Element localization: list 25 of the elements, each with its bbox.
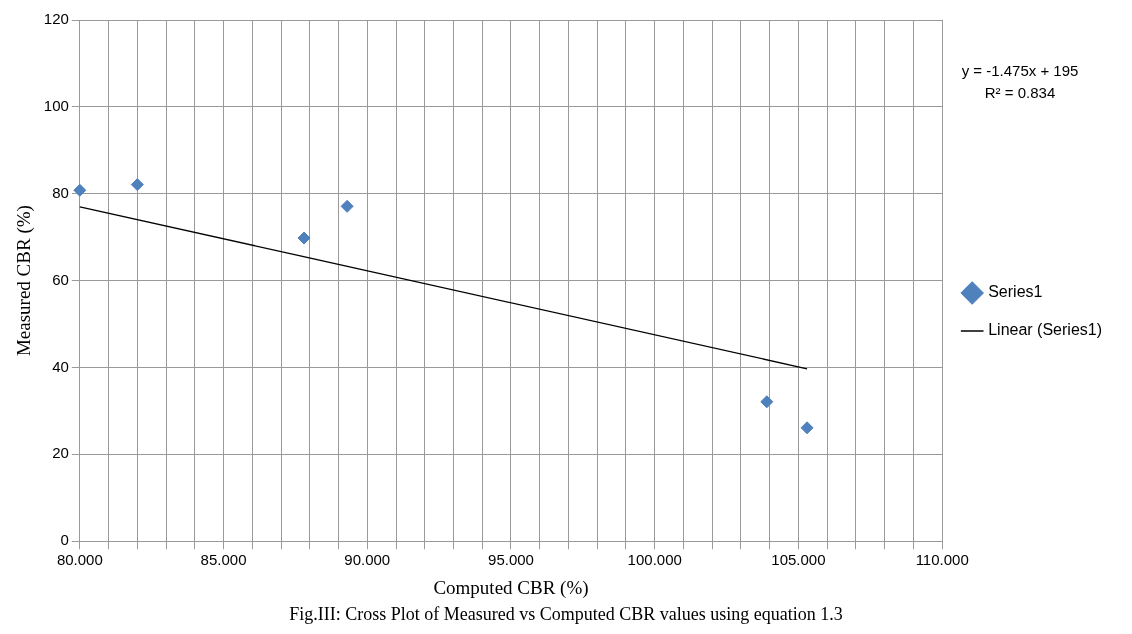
x-tick-label: 105.000 [771, 551, 826, 569]
x-tick-label: 100.000 [627, 551, 682, 569]
y-tick-label: 120 [43, 10, 69, 28]
text: y = -1.475x + 195 R² = 0.834 [960, 61, 1080, 103]
x-tick-label: 110.000 [915, 551, 969, 569]
x-tick-label: 90.000 [344, 551, 391, 569]
legend-label: Linear (Series1) [988, 321, 1102, 339]
x-tick-label: 95.000 [488, 551, 534, 569]
x-tick-label: 80.000 [56, 551, 103, 569]
legend-label: Series1 [988, 283, 1043, 301]
point [340, 199, 354, 213]
y-tick-label: 100 [43, 97, 69, 115]
point [297, 231, 311, 245]
y-axis-title: Measured CBR (%) [13, 205, 36, 357]
point [800, 421, 814, 435]
text: Fig.III: Cross Plot of Measured vs Computed CBR values using equation 1.3 [288, 604, 844, 625]
y-tick-label: 60 [52, 270, 69, 288]
x-tick-label: 85.000 [200, 551, 247, 569]
y-tick-label: 20 [52, 444, 69, 462]
point [130, 178, 144, 192]
y-tick-label: 0 [60, 531, 69, 549]
y-tick-label: 40 [52, 357, 69, 375]
y-tick-label: 80 [52, 183, 69, 201]
x-axis-title: Computed CBR (%) [433, 576, 589, 599]
point [760, 395, 774, 409]
